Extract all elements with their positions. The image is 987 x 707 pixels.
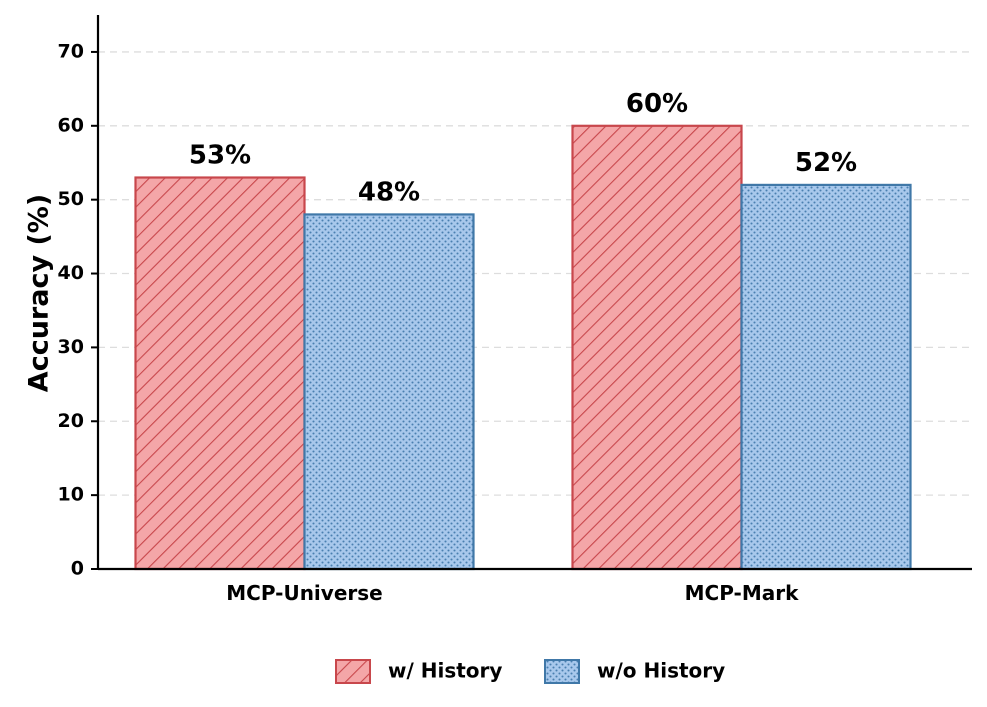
legend-label: w/ History — [388, 659, 502, 683]
data-label: 52% — [795, 148, 857, 178]
legend: w/ History w/o History — [335, 659, 725, 684]
y-tick-label: 20 — [58, 410, 84, 432]
data-label: 60% — [626, 89, 688, 119]
x-tick-label: MCP-Mark — [685, 581, 799, 605]
bar-without-history — [740, 183, 912, 571]
bars — [134, 124, 912, 571]
data-label: 53% — [189, 141, 251, 171]
y-tick-label: 10 — [58, 484, 84, 506]
bar-with-history — [571, 124, 743, 571]
x-tick-label: MCP-Universe — [226, 581, 382, 605]
legend-swatch-without-history — [544, 659, 580, 684]
y-axis-label: Accuracy (%) — [24, 194, 55, 392]
y-tick-label: 50 — [58, 188, 84, 210]
y-tick-label: 60 — [58, 114, 84, 136]
y-tick-label: 40 — [58, 262, 84, 284]
legend-swatch-with-history — [335, 659, 371, 684]
y-tick-label: 70 — [58, 40, 84, 62]
y-tick-label: 0 — [71, 558, 84, 580]
axes: 0 10 20 30 40 50 60 70 MCP-Universe MCP-Mark — [58, 15, 972, 605]
data-label: 48% — [358, 177, 420, 207]
bar-without-history — [303, 213, 475, 571]
labels: 53% 48% 60% 52% — [189, 89, 857, 208]
y-tick-label: 30 — [58, 336, 84, 358]
bar-with-history — [134, 176, 306, 571]
legend-label: w/o History — [597, 659, 725, 683]
